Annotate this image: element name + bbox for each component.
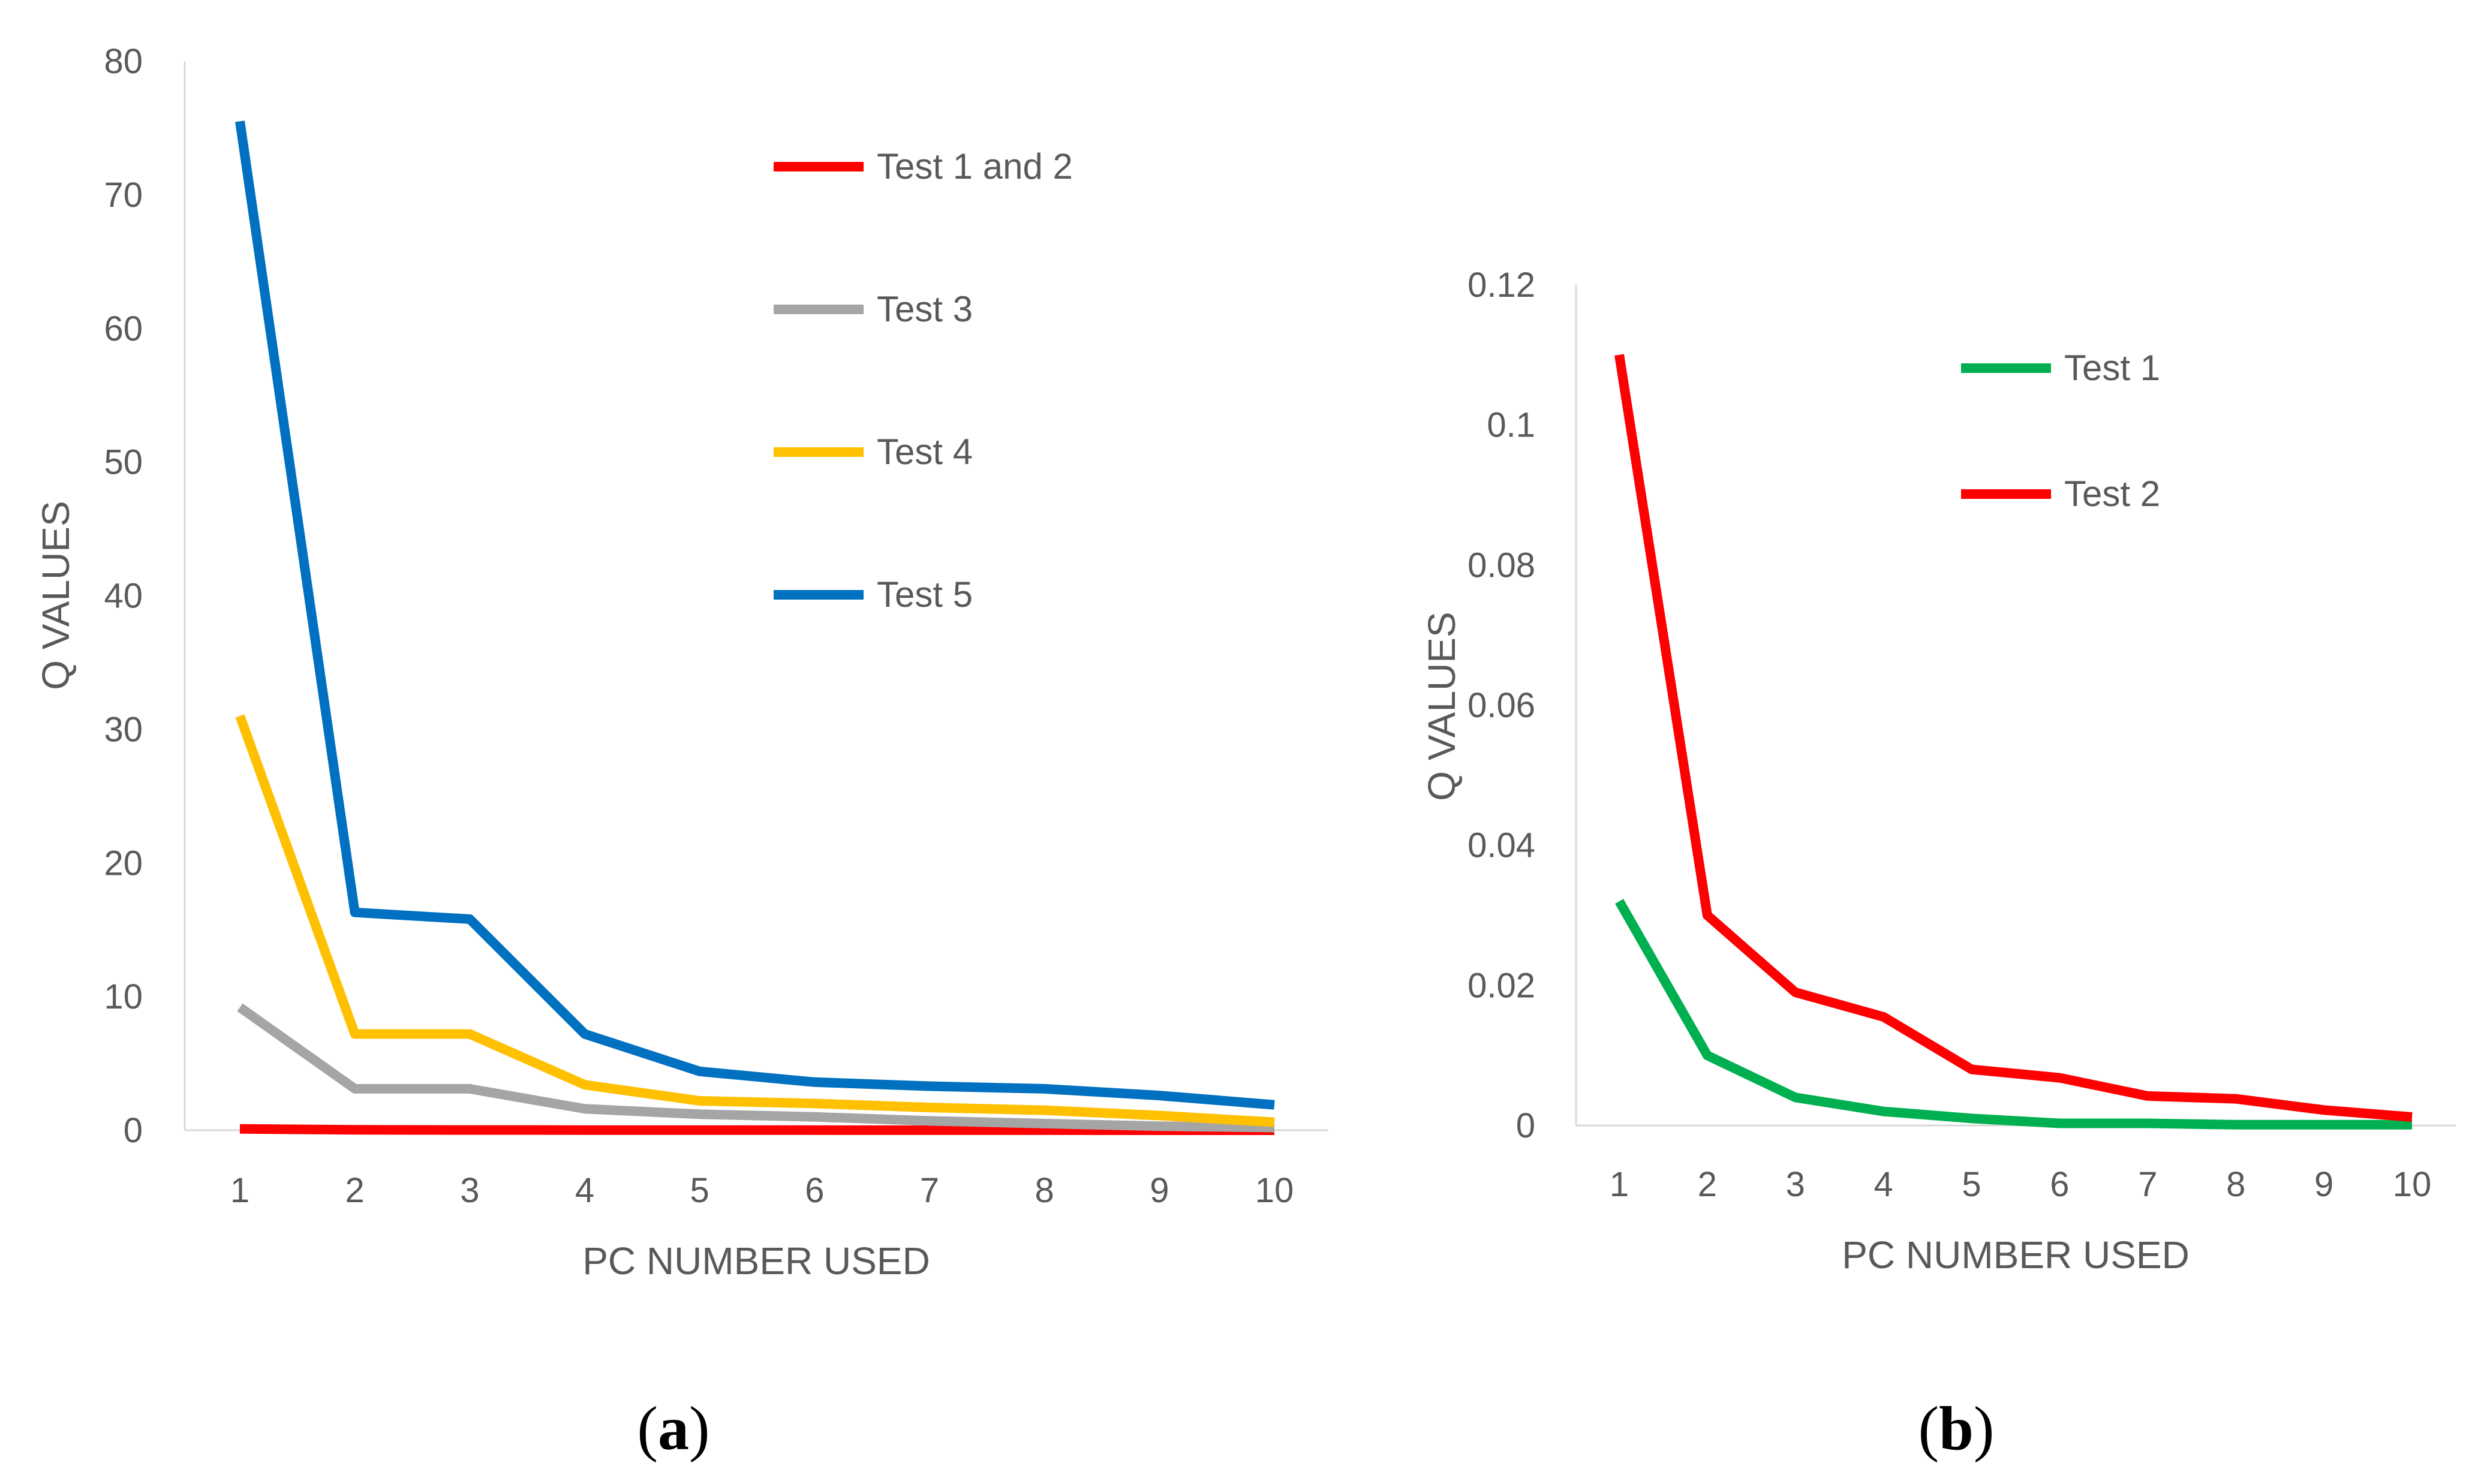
y-tick-label: 60 (104, 309, 143, 348)
x-tick-label: 2 (1698, 1165, 1717, 1204)
x-tick-label: 9 (2314, 1165, 2333, 1204)
x-tick-label: 6 (2050, 1165, 2069, 1204)
panel-label-letter: a (658, 1394, 689, 1463)
x-tick-label: 5 (690, 1171, 709, 1210)
x-tick-label: 8 (1035, 1171, 1054, 1210)
y-tick-label: 0.04 (1467, 826, 1535, 865)
y-tick-label: 50 (104, 443, 143, 482)
y-tick-label: 0.06 (1467, 686, 1535, 725)
x-tick-label: 2 (345, 1171, 365, 1210)
y-tick-label: 0.12 (1467, 266, 1535, 305)
legend-label: Test 1 and 2 (877, 146, 1073, 186)
series-line-test-1-and-2 (239, 1124, 1274, 1135)
y-tick-label: 80 (104, 42, 143, 81)
y-tick-label: 20 (104, 844, 143, 883)
y-tick-label: 30 (104, 710, 143, 749)
legend-label: Test 3 (877, 289, 973, 329)
panel-label-letter: b (1939, 1394, 1974, 1463)
x-tick-label: 5 (1962, 1165, 1981, 1204)
y-tick-label: 0.08 (1467, 546, 1535, 585)
series-line-test-5 (235, 121, 1275, 1110)
x-tick-label: 7 (920, 1171, 939, 1210)
legend-label: Test 2 (2064, 474, 2160, 514)
y-tick-label: 10 (104, 977, 143, 1016)
legend-label: Test 4 (877, 432, 973, 472)
legend-label: Test 5 (877, 574, 973, 615)
x-tick-label: 8 (2226, 1165, 2245, 1204)
y-tick-label: 0.1 (1487, 406, 1535, 445)
chart-panel-a: 0 10 20 30 40 50 60 70 80 1 2 3 4 5 6 7 8 9 10 Test 1 and… (34, 42, 1328, 1463)
x-tick-label: 7 (2138, 1165, 2157, 1204)
series-line-test-2 (1614, 354, 2413, 1122)
series-line-test-3 (237, 1003, 1275, 1133)
y-tick-label: 70 (104, 176, 143, 215)
chart-panel-b: 0 0.02 0.04 0.06 0.08 0.1 0.12 1 2 3 4 5 6 7 8 9 10 Tes… (1420, 266, 2456, 1463)
x-tick-label: 1 (1610, 1165, 1629, 1204)
series-line-test-1 (1615, 899, 2412, 1130)
series-line-test-4 (235, 714, 1275, 1127)
x-tick-label: 3 (460, 1171, 479, 1210)
x-tick-label: 4 (575, 1171, 594, 1210)
x-tick-label: 6 (805, 1171, 824, 1210)
x-tick-label: 10 (1255, 1171, 1294, 1210)
x-tick-label: 1 (230, 1171, 249, 1210)
y-tick-label: 40 (104, 577, 143, 616)
y-axis-title: Q VALUES (34, 501, 77, 690)
y-axis-title: Q VALUES (1420, 612, 1463, 800)
x-tick-label: 10 (2393, 1165, 2432, 1204)
panel-label: (a) (637, 1394, 709, 1463)
y-tick-label: 0 (124, 1111, 143, 1150)
y-tick-label: 0.02 (1467, 966, 1535, 1005)
x-axis-title: PC NUMBER USED (1842, 1233, 2190, 1277)
x-tick-label: 4 (1874, 1165, 1893, 1204)
legend-label: Test 1 (2064, 348, 2160, 388)
x-axis-title: PC NUMBER USED (582, 1239, 930, 1283)
panel-label: (b) (1918, 1394, 1994, 1463)
x-tick-label: 9 (1150, 1171, 1169, 1210)
y-tick-label: 0 (1516, 1106, 1535, 1145)
x-tick-label: 3 (1786, 1165, 1805, 1204)
